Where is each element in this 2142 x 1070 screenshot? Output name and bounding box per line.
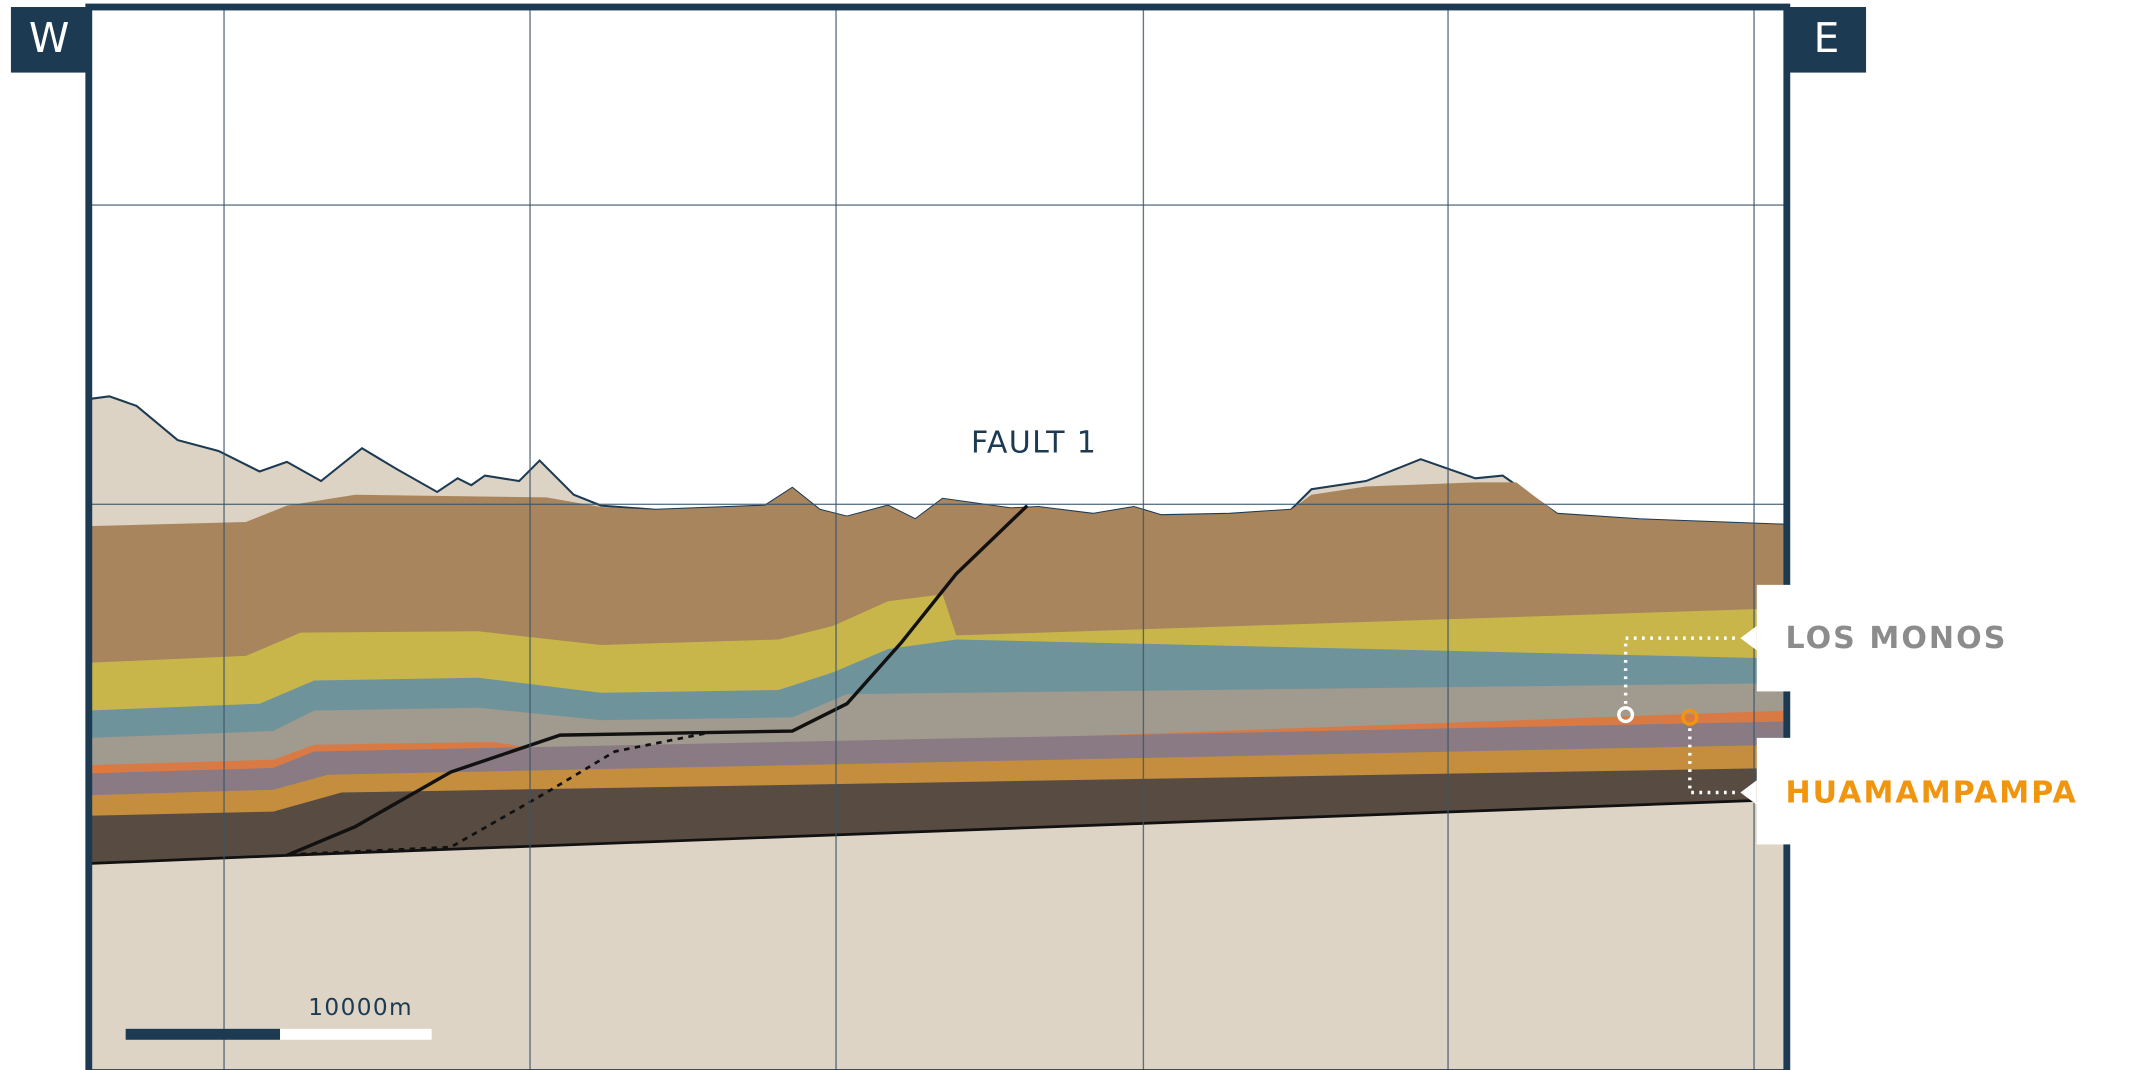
marker	[1681, 708, 1699, 726]
grid	[88, 7, 1787, 1070]
strata	[88, 7, 1787, 1070]
huamampampa-label: HUAMAMPAMPA	[1785, 775, 2077, 810]
label-box	[1756, 584, 2129, 692]
fault-line	[286, 504, 1029, 857]
west-label: W	[29, 14, 70, 62]
marker	[1617, 706, 1635, 724]
scale-bar-dark	[125, 1028, 281, 1040]
connector	[1623, 636, 1735, 707]
label-pointer	[1740, 780, 1757, 805]
fault-dashed	[300, 731, 711, 856]
los-monos-label: LOS MONOS	[1785, 621, 2007, 656]
scale-bar-light	[280, 1028, 432, 1040]
east-label: E	[1813, 14, 1839, 62]
fault-label: FAULT 1	[971, 426, 1097, 461]
label-pointer	[1740, 625, 1757, 651]
east-box	[1786, 7, 1867, 73]
west-box	[10, 7, 89, 73]
frame	[85, 3, 1791, 1070]
scale-bar-label: 10000m	[308, 994, 413, 1021]
label-box	[1756, 737, 2129, 845]
basement	[88, 799, 1787, 1070]
